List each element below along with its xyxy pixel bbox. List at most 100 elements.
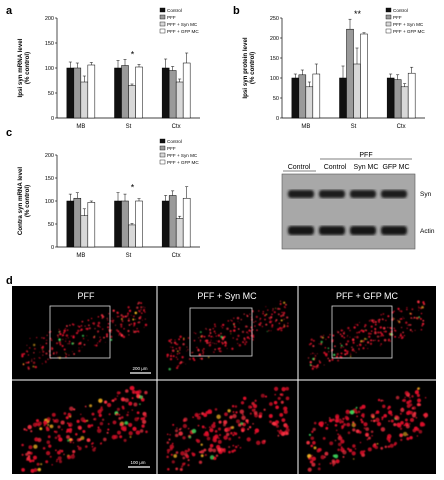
- fluorescent-cell: [402, 331, 404, 334]
- fluorescent-cell: [311, 460, 314, 463]
- fluorescent-cell: [141, 419, 147, 424]
- fluorescent-cell: [255, 320, 257, 323]
- x-tick-label: MB: [76, 253, 85, 259]
- fluorescent-cell: [209, 341, 212, 344]
- fluorescent-cell: [36, 462, 40, 466]
- blot-lane-label: Control: [324, 164, 347, 171]
- fluorescent-cell: [77, 329, 80, 333]
- legend-swatch: [385, 28, 392, 34]
- fluorescent-cell: [132, 329, 134, 331]
- fluorescent-cell: [374, 323, 377, 326]
- fluorescent-cell: [236, 338, 239, 341]
- fluorescent-cell: [28, 361, 30, 363]
- fluorescent-cell: [227, 409, 231, 413]
- fluorescent-cell: [406, 327, 408, 330]
- fluorescent-cell: [137, 389, 142, 394]
- y-tick-label: 50: [48, 222, 54, 228]
- fluorescent-cell: [91, 445, 94, 448]
- fluorescent-cell: [409, 436, 413, 440]
- fluorescent-cell: [168, 367, 171, 371]
- fluorescent-cell: [347, 335, 349, 336]
- fluorescent-cell: [83, 419, 87, 423]
- fluorescent-cell: [358, 348, 360, 350]
- fluorescent-cell: [121, 317, 123, 319]
- fluorescent-cell: [117, 430, 121, 435]
- fluorescent-cell: [370, 430, 374, 433]
- fluorescent-cell: [33, 352, 35, 354]
- fluorescent-cell: [365, 427, 370, 431]
- fluorescent-cell: [63, 453, 65, 456]
- fluorescent-cell: [367, 436, 371, 440]
- fluorescent-cell: [352, 458, 355, 460]
- fluorescent-cell: [240, 318, 242, 321]
- fluorescent-cell: [391, 318, 394, 321]
- fluorescent-cell: [41, 349, 43, 350]
- fluorescent-cell: [120, 314, 123, 317]
- fluorescent-cell: [112, 309, 115, 312]
- fluorescent-cell: [119, 435, 123, 439]
- fluorescent-cell: [170, 453, 173, 456]
- fluorescent-cell: [40, 463, 43, 466]
- fluorescent-cell: [331, 358, 333, 360]
- fluorescent-cell: [29, 337, 31, 340]
- fluorescent-cell: [275, 405, 279, 410]
- fluorescent-cell: [263, 408, 266, 411]
- fluorescent-cell: [142, 306, 144, 308]
- legend-label: PFF + Syn MC: [393, 22, 424, 27]
- fluorescent-cell: [335, 415, 340, 420]
- fluorescent-cell: [343, 331, 346, 333]
- fluorescent-cell: [395, 395, 400, 400]
- fluorescent-cell: [210, 335, 212, 338]
- fluorescent-cell: [381, 333, 384, 336]
- fluorescent-cell: [56, 458, 58, 461]
- y-axis-label: Contra syn mRNA level: [17, 167, 24, 235]
- fluorescent-cell: [203, 348, 205, 350]
- fluorescent-cell: [254, 428, 260, 433]
- bar-pff-syn-mc: [128, 224, 136, 248]
- significance-marker: **: [354, 9, 362, 19]
- fluorescent-cell: [34, 365, 38, 369]
- fluorescent-cell: [411, 407, 415, 410]
- fluorescent-cell: [100, 442, 103, 444]
- fluorescent-cell: [224, 342, 228, 345]
- fluorescent-cell: [145, 430, 148, 434]
- fluorescent-cell: [42, 354, 44, 356]
- fluorescent-cell: [416, 435, 419, 437]
- fluorescent-cell: [306, 440, 310, 445]
- fluorescent-cell: [81, 321, 83, 323]
- fluorescent-cell: [411, 330, 413, 333]
- fluorescent-cell: [413, 316, 416, 319]
- bar-control: [161, 67, 170, 119]
- fluorescent-cell: [252, 339, 254, 341]
- fluorescent-cell: [172, 423, 175, 426]
- fluorescent-cell: [130, 314, 132, 316]
- fluorescent-cell: [286, 316, 289, 319]
- fluorescent-cell: [400, 438, 403, 442]
- fluorescent-cell: [220, 325, 222, 327]
- fluorescent-cell: [311, 352, 314, 355]
- fluorescent-cell: [59, 332, 62, 336]
- fluorescent-cell: [47, 435, 51, 439]
- fluorescent-cell: [239, 409, 245, 414]
- fluorescent-cell: [334, 454, 339, 459]
- fluorescent-cell: [175, 343, 177, 345]
- fluorescent-cell: [408, 422, 411, 425]
- fluorescent-cell: [231, 347, 234, 350]
- legend-label: PFF + Syn MC: [167, 153, 198, 158]
- fluorescent-cell: [43, 337, 45, 339]
- panel-label-d: d: [6, 275, 13, 287]
- fluorescent-cell: [335, 355, 339, 359]
- micro-inset-box: [189, 307, 253, 357]
- fluorescent-cell: [166, 353, 169, 357]
- fluorescent-cell: [359, 441, 362, 444]
- fluorescent-cell: [130, 323, 133, 325]
- fluorescent-cell: [252, 422, 254, 425]
- fluorescent-cell: [384, 445, 388, 449]
- fluorescent-cell: [279, 300, 282, 302]
- fluorescent-cell: [217, 437, 220, 440]
- fluorescent-cell: [144, 323, 148, 327]
- fluorescent-cell: [170, 353, 172, 355]
- fluorescent-cell: [363, 422, 368, 427]
- fluorescent-cell: [138, 310, 141, 313]
- fluorescent-cell: [270, 316, 273, 319]
